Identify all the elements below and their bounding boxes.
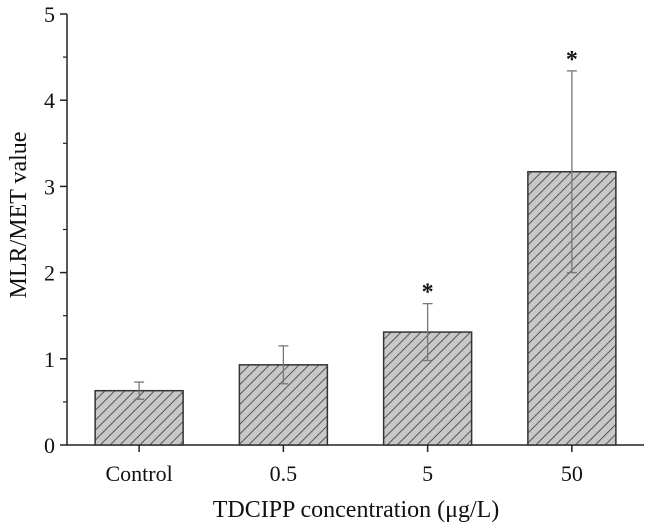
y-tick-label: 5: [44, 2, 55, 27]
significance-marker: *: [566, 47, 578, 73]
y-tick-label: 0: [44, 433, 55, 458]
x-tick-label: 5: [422, 461, 433, 486]
x-tick-label: Control: [106, 461, 173, 486]
y-tick-label: 2: [44, 261, 55, 286]
bar: [94, 389, 184, 446]
x-axis-title: TDCIPP concentration (μg/L): [213, 497, 500, 523]
x-tick-label: 0.5: [270, 461, 298, 486]
y-tick-label: 3: [44, 174, 55, 199]
x-tick-label: 50: [561, 461, 583, 486]
y-axis-title: MLR/MET value: [6, 132, 32, 299]
y-tick-label: 1: [44, 347, 55, 372]
significance-marker: *: [422, 280, 434, 306]
y-tick-label: 4: [44, 88, 55, 113]
